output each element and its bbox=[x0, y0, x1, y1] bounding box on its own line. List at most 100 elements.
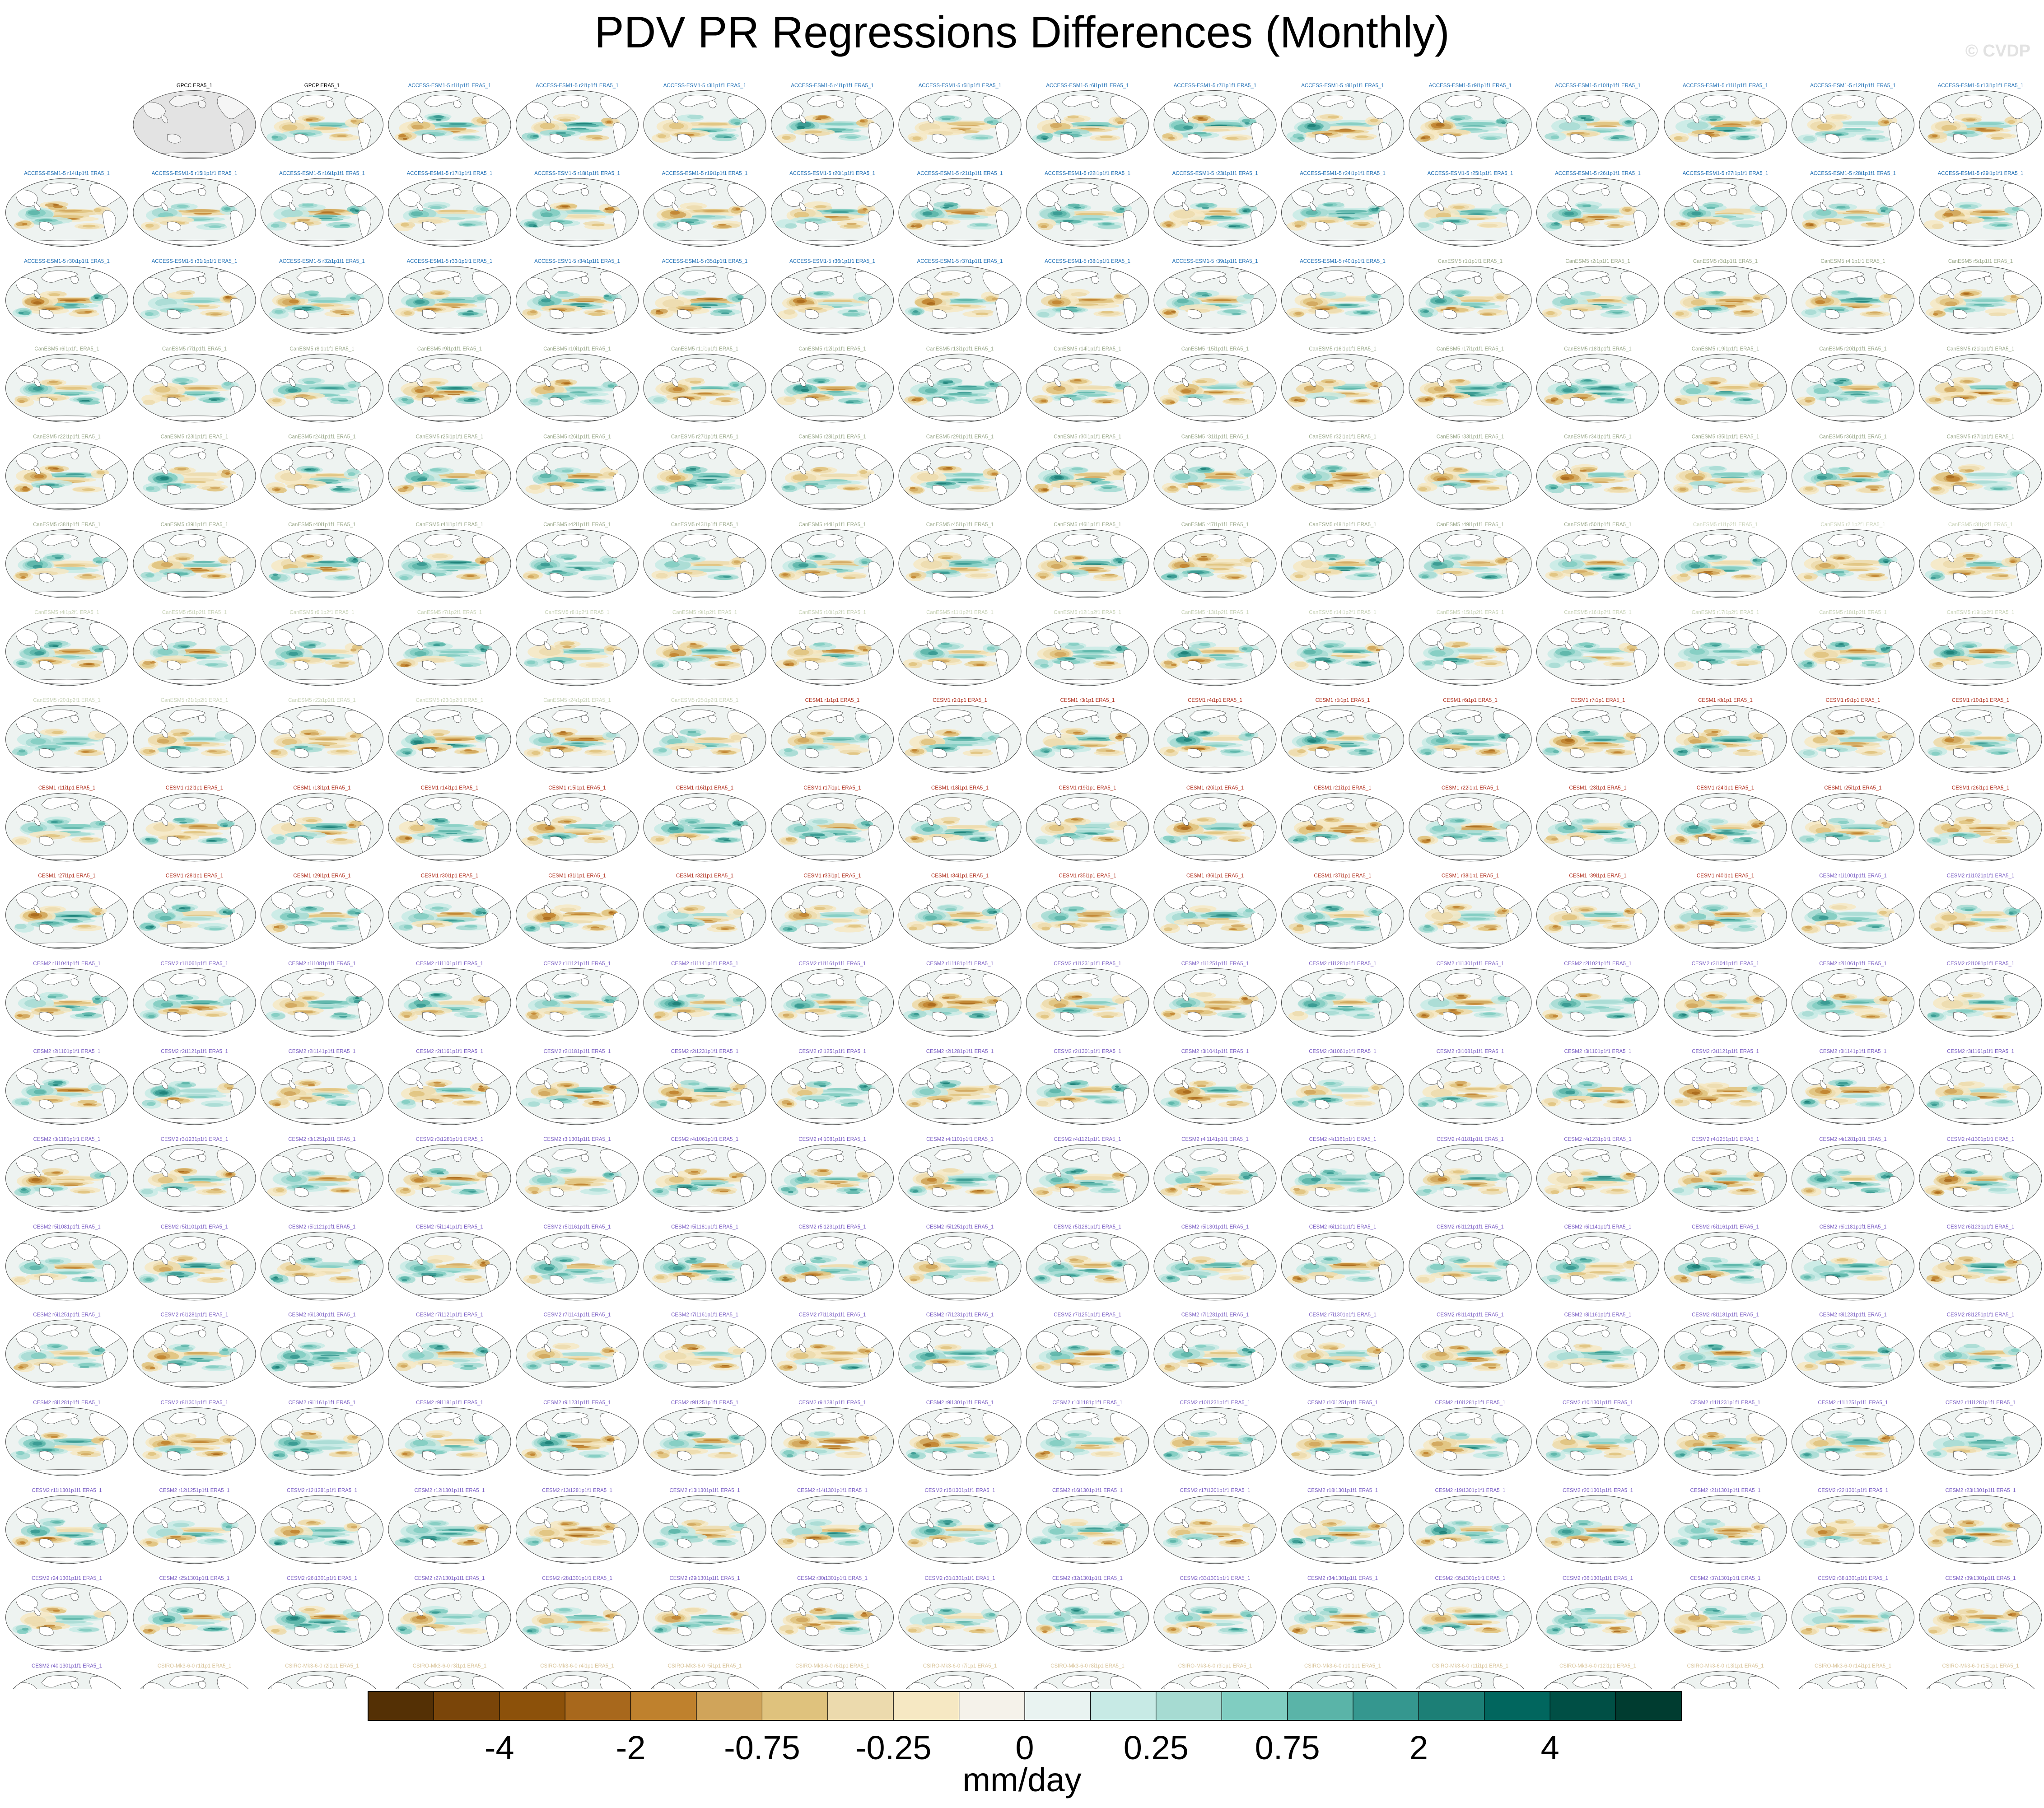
regression-panel: CESM2 r4i1061p1f1 ERA5_1 bbox=[643, 1137, 766, 1213]
regression-panel: CESM1 r20i1p1 ERA5_1 bbox=[1153, 785, 1277, 862]
regression-panel: CanESM5 r8i1p2f1 ERA5_1 bbox=[516, 610, 639, 686]
panel-label: CSIRO-Mk3-6-0 r4i1p1 ERA5_1 bbox=[540, 1663, 614, 1669]
colorbar-swatch bbox=[1550, 1691, 1616, 1720]
panel-label: CESM2 r7i1121p1f1 ERA5_1 bbox=[416, 1313, 483, 1318]
panel-label: CanESM5 r15i1p2f1 ERA5_1 bbox=[1437, 610, 1504, 615]
panel-label: CanESM5 r25i1p2f1 ERA5_1 bbox=[671, 698, 739, 703]
panel-label: CESM2 r5i1141p1f1 ERA5_1 bbox=[416, 1224, 483, 1230]
regression-panel: CESM2 r31i1301p1f1 ERA5_1 bbox=[898, 1576, 1022, 1652]
panel-label: CanESM5 r22i1p1f1 ERA5_1 bbox=[33, 434, 101, 440]
regression-panel: CESM1 r38i1p1 ERA5_1 bbox=[1409, 874, 1532, 949]
regression-panel: CESM2 r2i1231p1f1 ERA5_1 bbox=[643, 1049, 766, 1125]
regression-panel: ACCESS-ESM1-5 r22i1p1f1 ERA5_1 bbox=[1026, 171, 1149, 247]
colorbar-swatch bbox=[1090, 1691, 1157, 1720]
regression-panel: CESM2 r8i1281p1f1 ERA5_1 bbox=[5, 1400, 128, 1476]
colorbar-swatch bbox=[368, 1691, 434, 1720]
panel-label: CESM1 r14i1p1 ERA5_1 bbox=[421, 785, 478, 791]
regression-panel: CESM2 r3i1141p1f1 ERA5_1 bbox=[1792, 1049, 1914, 1125]
regression-panel: CESM1 r17i1p1 ERA5_1 bbox=[771, 785, 894, 862]
panel-label: CESM2 r6i1121p1f1 ERA5_1 bbox=[1437, 1224, 1504, 1230]
regression-panel: CESM2 r1i1231p1f1 ERA5_1 bbox=[1026, 961, 1149, 1037]
regression-panel: CanESM5 r22i1p1f1 ERA5_1 bbox=[5, 434, 128, 510]
panel-label: ACCESS-ESM1-5 r2i1p1f1 ERA5_1 bbox=[536, 83, 618, 89]
regression-panel: ACCESS-ESM1-5 r24i1p1f1 ERA5_1 bbox=[1281, 171, 1404, 247]
panel-label: CanESM5 r43i1p1f1 ERA5_1 bbox=[671, 522, 739, 528]
panel-label: CanESM5 r37i1p1f1 ERA5_1 bbox=[1947, 434, 2015, 440]
regression-panel: ACCESS-ESM1-5 r10i1p1f1 ERA5_1 bbox=[1536, 83, 1659, 159]
regression-panel: CESM1 r15i1p1 ERA5_1 bbox=[516, 785, 639, 862]
regression-panel: CESM2 r4i1251p1f1 ERA5_1 bbox=[1664, 1137, 1787, 1213]
panel-label: CSIRO-Mk3-6-0 r2i1p1 ERA5_1 bbox=[285, 1663, 359, 1669]
regression-panel: CESM2 r6i1231p1f1 ERA5_1 bbox=[1919, 1224, 2042, 1301]
panel-label: CanESM5 r24i1p2f1 ERA5_1 bbox=[543, 698, 611, 703]
panel-label: CESM2 r10i1231p1f1 ERA5_1 bbox=[1180, 1400, 1251, 1406]
regression-panel: CESM1 r9i1p1 ERA5_1 bbox=[1792, 698, 1914, 774]
regression-panel: CESM2 r2i1251p1f1 ERA5_1 bbox=[771, 1049, 894, 1125]
regression-panel: CESM2 r4i1231p1f1 ERA5_1 bbox=[1536, 1137, 1659, 1213]
colorbar-unit: mm/day bbox=[962, 1761, 1081, 1799]
regression-panel: CESM2 r6i1181p1f1 ERA5_1 bbox=[1792, 1224, 1914, 1301]
regression-panel: CESM2 r32i1301p1f1 ERA5_1 bbox=[1026, 1576, 1149, 1652]
panel-label: ACCESS-ESM1-5 r23i1p1f1 ERA5_1 bbox=[1172, 171, 1258, 176]
panel-label: CanESM5 r18i1p2f1 ERA5_1 bbox=[1819, 610, 1887, 615]
regression-panel: CESM2 r4i1081p1f1 ERA5_1 bbox=[771, 1137, 894, 1213]
regression-panel: CanESM5 r29i1p1f1 ERA5_1 bbox=[898, 434, 1022, 510]
regression-panel: CanESM5 r8i1p1f1 ERA5_1 bbox=[261, 346, 383, 423]
regression-panel: ACCESS-ESM1-5 r34i1p1f1 ERA5_1 bbox=[516, 259, 639, 335]
regression-panel: CESM2 r1i1251p1f1 ERA5_1 bbox=[1153, 961, 1277, 1037]
regression-panel: CESM2 r2i1301p1f1 ERA5_1 bbox=[1026, 1049, 1149, 1125]
panel-label: CanESM5 r20i1p1f1 ERA5_1 bbox=[1819, 346, 1887, 352]
regression-panel: CESM2 r7i1231p1f1 ERA5_1 bbox=[898, 1313, 1022, 1388]
panel-label: CanESM5 r4i1p1f1 ERA5_1 bbox=[1820, 259, 1885, 264]
panel-label: CESM2 r10i1281p1f1 ERA5_1 bbox=[1435, 1400, 1506, 1406]
panel-label: CESM1 r39i1p1 ERA5_1 bbox=[1569, 874, 1626, 879]
panel-label: CESM1 r9i1p1 ERA5_1 bbox=[1826, 698, 1881, 703]
regression-panel: CESM2 r7i1161p1f1 ERA5_1 bbox=[643, 1313, 766, 1388]
regression-panel: CESM2 r3i1081p1f1 ERA5_1 bbox=[1409, 1049, 1532, 1125]
panel-label: CESM2 r30i1301p1f1 ERA5_1 bbox=[797, 1576, 868, 1581]
colorbar-swatch bbox=[1615, 1691, 1682, 1720]
regression-panel: CanESM5 r20i1p1f1 ERA5_1 bbox=[1792, 346, 1914, 423]
regression-panel: CanESM5 r17i1p2f1 ERA5_1 bbox=[1664, 610, 1787, 686]
regression-panel: CESM2 r1i1101p1f1 ERA5_1 bbox=[388, 961, 511, 1037]
panel-label: ACCESS-ESM1-5 r19i1p1f1 ERA5_1 bbox=[662, 171, 748, 176]
panel-label: CESM1 r40i1p1 ERA5_1 bbox=[1697, 874, 1754, 879]
panel-label: CESM2 r9i1181p1f1 ERA5_1 bbox=[416, 1400, 483, 1406]
regression-panel: CESM1 r24i1p1 ERA5_1 bbox=[1664, 785, 1787, 862]
colorbar-swatch bbox=[696, 1691, 762, 1720]
panel-label: CSIRO-Mk3-6-0 r10i1p1 ERA5_1 bbox=[1304, 1663, 1381, 1669]
panel-label: CESM2 r5i1121p1f1 ERA5_1 bbox=[289, 1224, 356, 1230]
panel-label: CESM1 r37i1p1 ERA5_1 bbox=[1314, 874, 1371, 879]
regression-panel: CESM2 r9i1281p1f1 ERA5_1 bbox=[771, 1400, 894, 1476]
regression-panel: CESM2 r33i1301p1f1 ERA5_1 bbox=[1153, 1576, 1277, 1652]
panel-label: CESM2 r5i1231p1f1 ERA5_1 bbox=[798, 1224, 866, 1230]
regression-panel: CanESM5 r41i1p1f1 ERA5_1 bbox=[388, 522, 511, 598]
regression-panel: CESM2 r1i1061p1f1 ERA5_1 bbox=[133, 961, 256, 1037]
regression-panel: CESM2 r2i1281p1f1 ERA5_1 bbox=[898, 1049, 1022, 1125]
regression-panel: CSIRO-Mk3-6-0 r15i1p1 ERA5_1 bbox=[1919, 1663, 2042, 1689]
panel-label: ACCESS-ESM1-5 r18i1p1f1 ERA5_1 bbox=[534, 171, 620, 176]
panel-label: CESM2 r1i1101p1f1 ERA5_1 bbox=[416, 961, 483, 967]
regression-panel: CESM2 r6i1301p1f1 ERA5_1 bbox=[261, 1313, 383, 1388]
panel-label: CESM2 r2i1251p1f1 ERA5_1 bbox=[798, 1049, 866, 1054]
panel-label: ACCESS-ESM1-5 r31i1p1f1 ERA5_1 bbox=[152, 259, 238, 264]
regression-panel: CanESM5 r1i1p1f1 ERA5_1 bbox=[1409, 259, 1532, 335]
regression-panel: ACCESS-ESM1-5 r38i1p1f1 ERA5_1 bbox=[1026, 259, 1149, 335]
regression-panel: CanESM5 r50i1p1f1 ERA5_1 bbox=[1536, 522, 1659, 598]
regression-panel: CESM2 r4i1161p1f1 ERA5_1 bbox=[1281, 1137, 1404, 1213]
regression-panel: ACCESS-ESM1-5 r33i1p1f1 ERA5_1 bbox=[388, 259, 511, 335]
panel-label: CanESM5 r40i1p1f1 ERA5_1 bbox=[288, 522, 356, 528]
panel-label: CESM2 r7i1181p1f1 ERA5_1 bbox=[799, 1313, 866, 1318]
regression-panel: CESM2 r1i1001p1f1 ERA5_1 bbox=[1792, 874, 1914, 949]
regression-panel: CanESM5 r16i1p1f1 ERA5_1 bbox=[1281, 346, 1404, 423]
regression-panel: CESM1 r29i1p1 ERA5_1 bbox=[261, 874, 383, 949]
regression-panel: CESM2 r35i1301p1f1 ERA5_1 bbox=[1409, 1576, 1532, 1652]
panel-label: CanESM5 r49i1p1f1 ERA5_1 bbox=[1437, 522, 1504, 528]
regression-panel: CanESM5 r10i1p2f1 ERA5_1 bbox=[771, 610, 894, 686]
regression-panel: CanESM5 r48i1p1f1 ERA5_1 bbox=[1281, 522, 1404, 598]
panel-label: ACCESS-ESM1-5 r7i1p1f1 ERA5_1 bbox=[1174, 83, 1256, 89]
panel-label: CESM1 r35i1p1 ERA5_1 bbox=[1059, 874, 1116, 879]
panel-label: CESM2 r3i1301p1f1 ERA5_1 bbox=[543, 1137, 611, 1142]
colorbar-swatch bbox=[959, 1691, 1025, 1720]
regression-panel: CESM2 r15i1301p1f1 ERA5_1 bbox=[898, 1488, 1022, 1564]
